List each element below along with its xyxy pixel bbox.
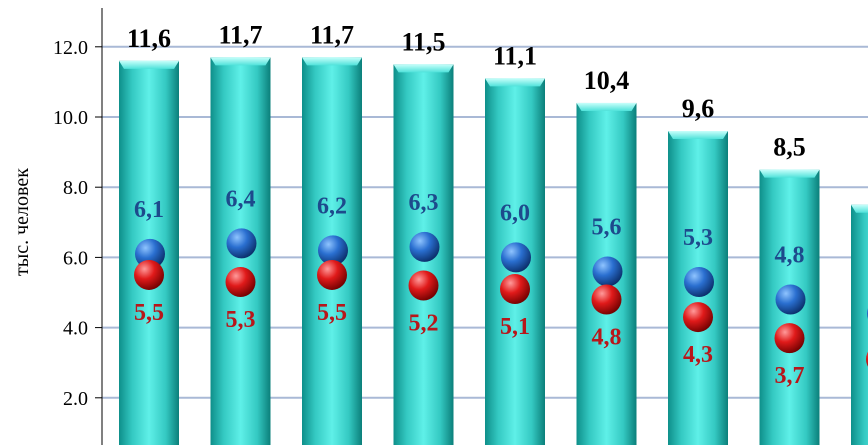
blue-series-label: 6,1 <box>134 197 164 223</box>
red-series-label: 5,5 <box>134 300 164 326</box>
red-series-marker <box>408 270 439 301</box>
bar-group: 11,5 6,3 5,2 <box>393 27 454 445</box>
total-value-label: 11,1 <box>493 41 537 70</box>
blue-series-marker <box>592 256 623 287</box>
red-series-label: 5,3 <box>226 307 256 333</box>
blue-series-marker <box>409 231 440 262</box>
bar <box>851 204 868 445</box>
bar-cap <box>485 78 545 87</box>
bar-group: 9,6 5,3 4,3 <box>668 94 728 445</box>
y-tick-label: 6.0 <box>63 247 88 269</box>
total-value-label: 9,6 <box>682 94 715 123</box>
blue-series-marker <box>684 266 714 297</box>
total-value-label: 10,4 <box>584 66 630 95</box>
blue-series-label: 6,4 <box>226 186 256 212</box>
bars: 11,6 6,1 5,5 11,7 6,4 5,3 11,7 6,2 5,5 11,5 6,3 5,2… <box>119 20 868 445</box>
total-value-label: 8,5 <box>773 133 806 162</box>
bar-cap <box>851 204 868 213</box>
red-series-marker <box>774 323 805 354</box>
blue-series-marker <box>226 228 257 259</box>
blue-series-label: 6,0 <box>500 200 530 226</box>
red-series-label: 5,2 <box>409 310 439 336</box>
red-series-marker <box>500 273 530 304</box>
blue-series-label: 5,3 <box>683 225 713 251</box>
bar-cap <box>393 64 454 73</box>
y-tick-label: 12.0 <box>53 37 88 59</box>
red-series-marker <box>591 284 622 315</box>
blue-series-marker <box>775 284 806 315</box>
red-series-label: 5,5 <box>317 300 347 326</box>
blue-series-label: 5,6 <box>592 214 622 240</box>
red-series-marker <box>317 259 347 290</box>
total-value-label: 11,7 <box>310 20 354 49</box>
red-series-marker <box>134 259 164 290</box>
blue-series-label: 4,8 <box>775 243 805 269</box>
y-tick-label: 4.0 <box>63 318 88 340</box>
blue-series-label: 6,3 <box>409 190 439 216</box>
total-value-label: 11,7 <box>218 20 262 49</box>
blue-series-marker <box>135 238 165 269</box>
y-tick-labels: 2.0 4.0 6.0 8.0 10.0 12.0 <box>53 37 88 410</box>
bar-cap <box>210 57 271 66</box>
total-value-label: 11,6 <box>127 24 171 53</box>
bar-group: 743 <box>851 204 868 445</box>
blue-series-marker <box>501 242 531 273</box>
bar-cap <box>759 169 820 178</box>
blue-series-label: 6,2 <box>317 193 347 219</box>
bar-cap <box>302 57 362 66</box>
red-series-marker <box>225 266 256 297</box>
bar-cap <box>119 60 179 69</box>
y-tick-label: 8.0 <box>63 177 88 199</box>
bar-group: 11,1 6,0 5,1 <box>485 41 545 445</box>
red-series-label: 3,7 <box>775 363 805 389</box>
blue-series-marker <box>318 235 348 266</box>
bar-group: 11,6 6,1 5,5 <box>119 24 179 445</box>
bar-group: 11,7 6,4 5,3 <box>210 20 271 445</box>
y-tick-label: 10.0 <box>53 107 88 129</box>
red-series-label: 4,8 <box>592 325 622 351</box>
red-series-marker <box>683 302 713 333</box>
bar-group: 8,5 4,8 3,7 <box>759 133 820 445</box>
y-axis-label: тыс. человек <box>11 168 33 276</box>
red-series-label: 5,1 <box>500 314 530 340</box>
bar-group: 10,4 5,6 4,8 <box>576 66 637 445</box>
y-tick-label: 2.0 <box>63 388 88 410</box>
bar-cap <box>576 102 637 111</box>
red-series-label: 4,3 <box>683 342 713 368</box>
bar-group: 11,7 6,2 5,5 <box>302 20 362 445</box>
total-value-label: 11,5 <box>401 27 445 56</box>
bar-cap <box>668 131 728 140</box>
